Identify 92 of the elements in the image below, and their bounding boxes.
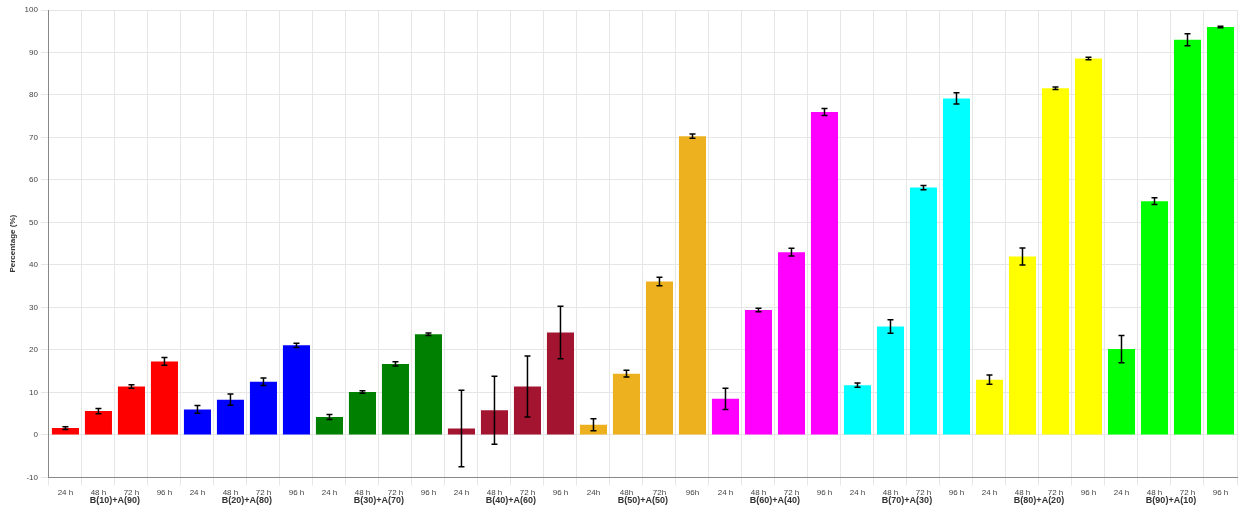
x-tick-label: 48h <box>619 488 634 498</box>
x-tick-label: 24 h <box>1113 488 1130 498</box>
bar <box>876 326 905 435</box>
x-tick-label: 72 h <box>255 488 272 498</box>
bar <box>282 345 310 435</box>
bar <box>612 373 640 435</box>
bar <box>975 379 1004 435</box>
bar <box>1008 256 1037 435</box>
y-tick-label: 70 <box>29 132 39 142</box>
y-tick-label: 100 <box>24 5 39 15</box>
x-tick-label: 72 h <box>783 488 800 498</box>
x-tick-label: 96 h <box>552 488 569 498</box>
x-tick-label: 96 h <box>1212 488 1229 498</box>
y-tick-label: 90 <box>29 47 39 57</box>
x-tick-label: 48 h <box>750 488 767 498</box>
bar <box>150 361 178 435</box>
y-axis-title: Percentage (%) <box>8 214 17 273</box>
text: B(30)+A(70) <box>353 495 405 506</box>
bar <box>546 332 574 435</box>
x-tick-label: 72 h <box>387 488 404 498</box>
x-tick-label: 24 h <box>321 488 338 498</box>
y-tick-label: 30 <box>29 302 39 312</box>
y-tick-label: 60 <box>29 175 39 185</box>
bar <box>942 98 971 435</box>
x-tick-label: 72 h <box>1047 488 1064 498</box>
bar <box>513 386 541 435</box>
bar <box>843 385 872 435</box>
x-tick-label: 96h <box>685 488 700 498</box>
bar <box>678 136 707 435</box>
bar <box>1173 39 1202 435</box>
x-tick-label: 96 h <box>156 488 173 498</box>
x-tick-label: 24 h <box>981 488 998 498</box>
x-tick-label: 48 h <box>882 488 899 498</box>
bar <box>183 409 211 435</box>
text: B(70)+A(30) <box>881 495 933 506</box>
x-tick-label: 96 h <box>816 488 833 498</box>
bar <box>909 187 938 435</box>
bar <box>84 411 112 435</box>
y-tick-label: 0 <box>33 430 39 440</box>
x-tick-label: 96 h <box>1080 488 1097 498</box>
x-tick-label: 72 h <box>915 488 932 498</box>
bar <box>480 410 508 435</box>
bar <box>1140 201 1169 435</box>
y-tick-label: 50 <box>29 217 39 227</box>
x-tick-label: 24 h <box>189 488 206 498</box>
y-tick-label: 80 <box>29 90 39 100</box>
text: B(50)+A(50) <box>617 495 669 506</box>
x-tick-label: 96 h <box>288 488 305 498</box>
text: B(20)+A(80) <box>221 495 273 506</box>
bar <box>414 334 442 435</box>
x-tick-label: 96 h <box>948 488 965 498</box>
x-tick-label: 24h <box>586 488 601 498</box>
bar <box>117 386 145 435</box>
y-tick-label: -10 <box>26 472 39 482</box>
x-tick-label: 48 h <box>1146 488 1163 498</box>
text: B(90)+A(10) <box>1145 495 1197 506</box>
bar <box>381 363 409 435</box>
x-tick-label: 72 h <box>123 488 140 498</box>
y-tick-label: 10 <box>29 387 39 397</box>
bar <box>1206 27 1235 435</box>
x-tick-label: 48 h <box>354 488 371 498</box>
bar <box>645 281 674 435</box>
bar <box>1107 349 1136 435</box>
bar <box>810 111 839 435</box>
text: B(80)+A(20) <box>1013 495 1065 506</box>
x-tick-label: 72 h <box>519 488 536 498</box>
bar <box>216 399 244 435</box>
text: B(40)+A(60) <box>485 495 537 506</box>
x-tick-label: 96 h <box>420 488 437 498</box>
bar <box>744 309 773 435</box>
x-tick-label: 48 h <box>486 488 503 498</box>
bar <box>711 398 740 435</box>
x-tick-label: 24 h <box>453 488 470 498</box>
bar <box>777 252 806 435</box>
x-tick-label: 72 h <box>1179 488 1196 498</box>
bar <box>315 417 343 435</box>
x-tick-label: 72h <box>652 488 667 498</box>
bar <box>1074 58 1103 435</box>
y-tick-label: 20 <box>29 345 39 355</box>
x-tick-label: 24 h <box>849 488 866 498</box>
x-tick-label: 24 h <box>57 488 74 498</box>
bar <box>348 391 376 435</box>
bar <box>249 381 277 435</box>
bar <box>51 428 79 435</box>
x-tick-label: 48 h <box>1014 488 1031 498</box>
x-tick-label: 48 h <box>90 488 107 498</box>
text: B(10)+A(90) <box>89 495 141 506</box>
x-tick-label: 48 h <box>222 488 239 498</box>
x-tick-label: 24 h <box>717 488 734 498</box>
bar <box>1041 88 1070 435</box>
y-tick-label: 40 <box>29 260 39 270</box>
text: B(60)+A(40) <box>749 495 801 506</box>
